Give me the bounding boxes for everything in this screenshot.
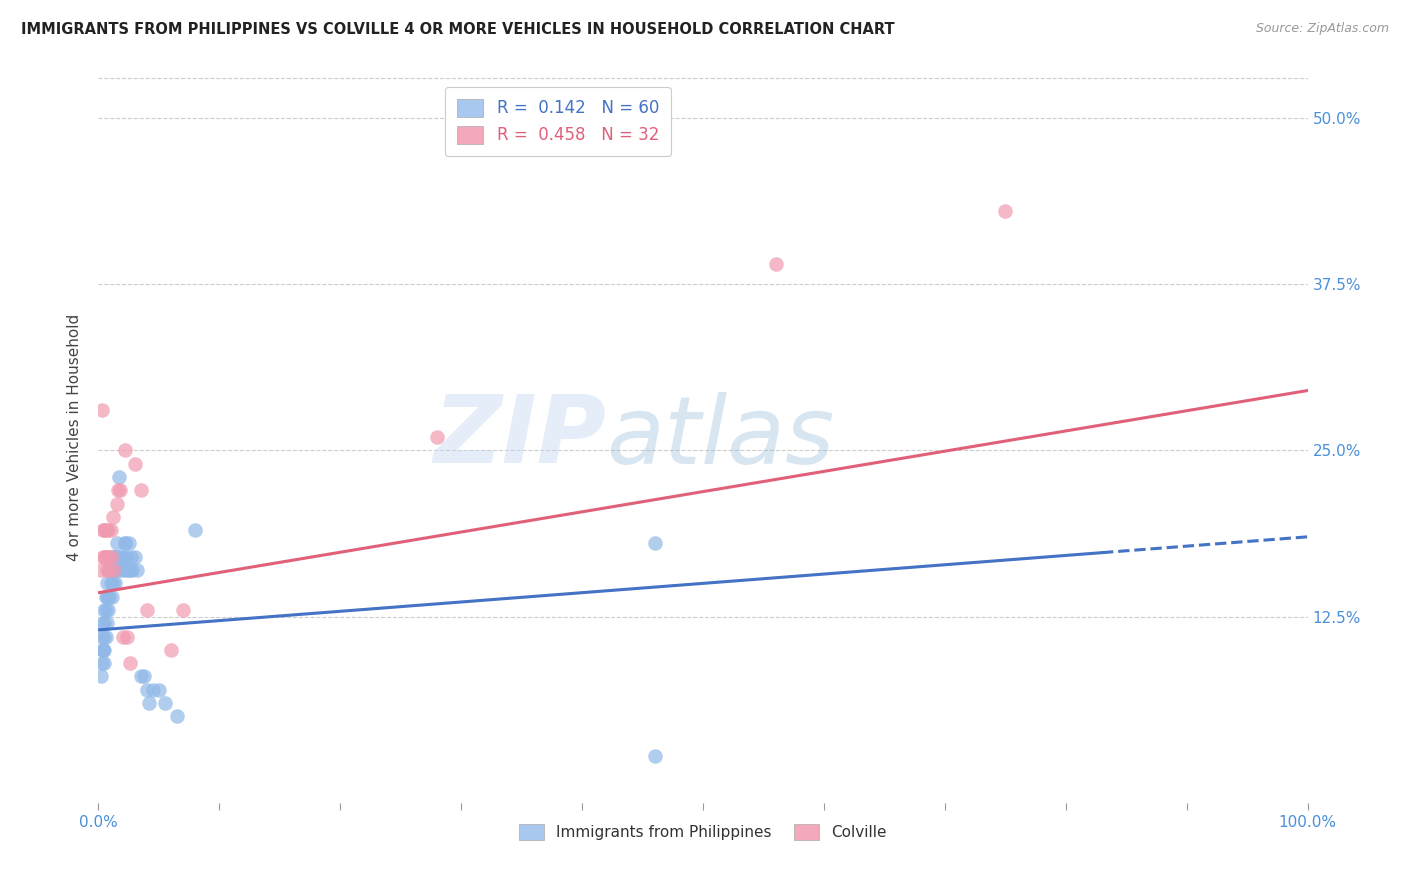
- Point: [100, 590, 122, 604]
- Point: [105, 497, 128, 511]
- Point: [107, 483, 129, 498]
- Point: [98, 590, 121, 604]
- Point: [129, 669, 152, 683]
- Point: [114, 443, 136, 458]
- Point: [172, 603, 194, 617]
- Point: [93, 656, 115, 670]
- Point: [91, 643, 114, 657]
- Point: [114, 536, 136, 550]
- Point: [135, 603, 157, 617]
- Point: [117, 563, 139, 577]
- Text: IMMIGRANTS FROM PHILIPPINES VS COLVILLE 4 OR MORE VEHICLES IN HOUSEHOLD CORRELAT: IMMIGRANTS FROM PHILIPPINES VS COLVILLE …: [21, 22, 894, 37]
- Point: [100, 523, 122, 537]
- Point: [117, 630, 139, 644]
- Point: [97, 590, 120, 604]
- Point: [118, 563, 141, 577]
- Point: [101, 576, 124, 591]
- Point: [93, 630, 115, 644]
- Point: [94, 590, 117, 604]
- Point: [138, 696, 160, 710]
- Point: [644, 749, 666, 764]
- Point: [104, 576, 127, 591]
- Point: [765, 257, 787, 271]
- Point: [129, 483, 152, 498]
- Point: [184, 523, 207, 537]
- Point: [110, 549, 132, 564]
- Point: [91, 643, 114, 657]
- Point: [118, 656, 141, 670]
- Point: [105, 563, 128, 577]
- Point: [93, 523, 115, 537]
- Point: [644, 536, 666, 550]
- Point: [93, 603, 115, 617]
- Point: [426, 430, 449, 444]
- Y-axis label: 4 or more Vehicles in Household: 4 or more Vehicles in Household: [67, 313, 83, 561]
- Point: [96, 616, 118, 631]
- Point: [100, 549, 122, 564]
- Text: ZIP: ZIP: [433, 391, 606, 483]
- Point: [93, 643, 115, 657]
- Point: [94, 549, 117, 564]
- Point: [97, 603, 120, 617]
- Point: [111, 630, 134, 644]
- Point: [121, 563, 143, 577]
- Point: [108, 563, 131, 577]
- Legend: Immigrants from Philippines, Colville: Immigrants from Philippines, Colville: [513, 817, 893, 847]
- Point: [97, 523, 120, 537]
- Point: [91, 403, 114, 417]
- Point: [98, 563, 121, 577]
- Point: [111, 549, 134, 564]
- Point: [94, 523, 117, 537]
- Point: [96, 590, 118, 604]
- Point: [101, 509, 124, 524]
- Point: [103, 549, 125, 564]
- Point: [100, 576, 122, 591]
- Point: [91, 523, 114, 537]
- Point: [108, 470, 131, 484]
- Point: [112, 563, 135, 577]
- Point: [90, 563, 112, 577]
- Point: [127, 563, 149, 577]
- Point: [101, 549, 124, 564]
- Point: [96, 549, 118, 564]
- Point: [94, 630, 117, 644]
- Point: [160, 643, 183, 657]
- Point: [93, 616, 115, 631]
- Point: [91, 656, 114, 670]
- Point: [124, 457, 146, 471]
- Point: [148, 682, 170, 697]
- Point: [91, 549, 114, 564]
- Point: [135, 682, 157, 697]
- Point: [120, 549, 142, 564]
- Point: [103, 563, 125, 577]
- Point: [94, 603, 117, 617]
- Point: [100, 563, 122, 577]
- Point: [104, 549, 127, 564]
- Point: [90, 669, 112, 683]
- Text: Source: ZipAtlas.com: Source: ZipAtlas.com: [1256, 22, 1389, 36]
- Point: [166, 709, 188, 723]
- Point: [98, 563, 121, 577]
- Point: [96, 563, 118, 577]
- Point: [994, 204, 1017, 219]
- Point: [134, 669, 156, 683]
- Point: [124, 549, 146, 564]
- Point: [91, 616, 114, 631]
- Point: [108, 483, 131, 498]
- Point: [103, 563, 125, 577]
- Text: atlas: atlas: [606, 392, 835, 483]
- Point: [153, 696, 176, 710]
- Point: [100, 549, 122, 564]
- Point: [142, 682, 165, 697]
- Point: [118, 536, 141, 550]
- Point: [97, 549, 120, 564]
- Point: [91, 630, 114, 644]
- Point: [107, 549, 129, 564]
- Point: [105, 536, 128, 550]
- Point: [115, 549, 138, 564]
- Point: [96, 576, 118, 591]
- Point: [93, 549, 115, 564]
- Point: [114, 536, 136, 550]
